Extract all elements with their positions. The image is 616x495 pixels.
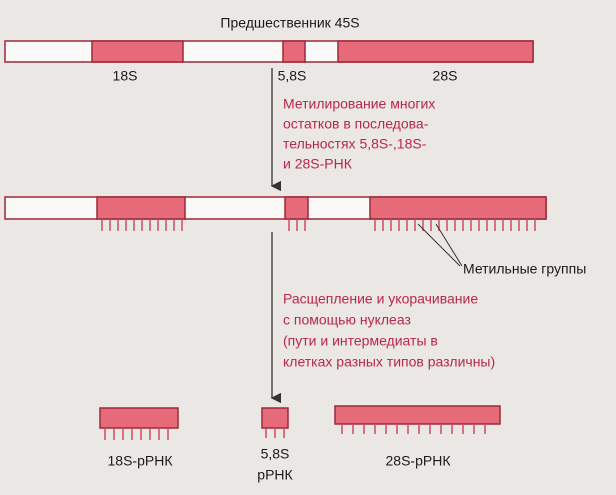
product-label: 5,8S — [261, 446, 290, 462]
step2-text: Расщепление и укорачивание с помощью нукл… — [283, 291, 495, 370]
product-label: 28S-рРНК — [386, 453, 452, 469]
callout-line — [435, 223, 463, 267]
segment-label: 18S — [113, 68, 138, 84]
step-line: (пути и интермедиаты в — [283, 333, 438, 349]
product-label: рРНК — [257, 467, 293, 483]
step-line: клетках разных типов различны) — [283, 354, 495, 370]
products — [99, 405, 501, 440]
step1-text: Метилирование многих остатков в последова… — [283, 96, 435, 172]
step-line: и 28S-РНК — [283, 156, 353, 172]
segment-label: 5,8S — [278, 68, 307, 84]
product-label: 18S-рРНК — [108, 453, 174, 469]
step-line: Метилирование многих — [283, 96, 435, 112]
step-line: с помощью нуклеаз — [283, 312, 411, 328]
step-line: Расщепление и укорачивание — [283, 291, 478, 307]
step-line: тельностях 5,8S-,18S- — [283, 136, 427, 152]
methyl-label: Метильные группы — [463, 261, 586, 277]
methylated-bar — [4, 196, 547, 231]
precursor-title: Предшественник 45S — [220, 15, 359, 31]
segment-label: 28S — [433, 68, 458, 84]
callout-line — [417, 223, 461, 267]
precursor-bar — [4, 40, 534, 63]
step-line: остатков в последова- — [283, 116, 429, 132]
